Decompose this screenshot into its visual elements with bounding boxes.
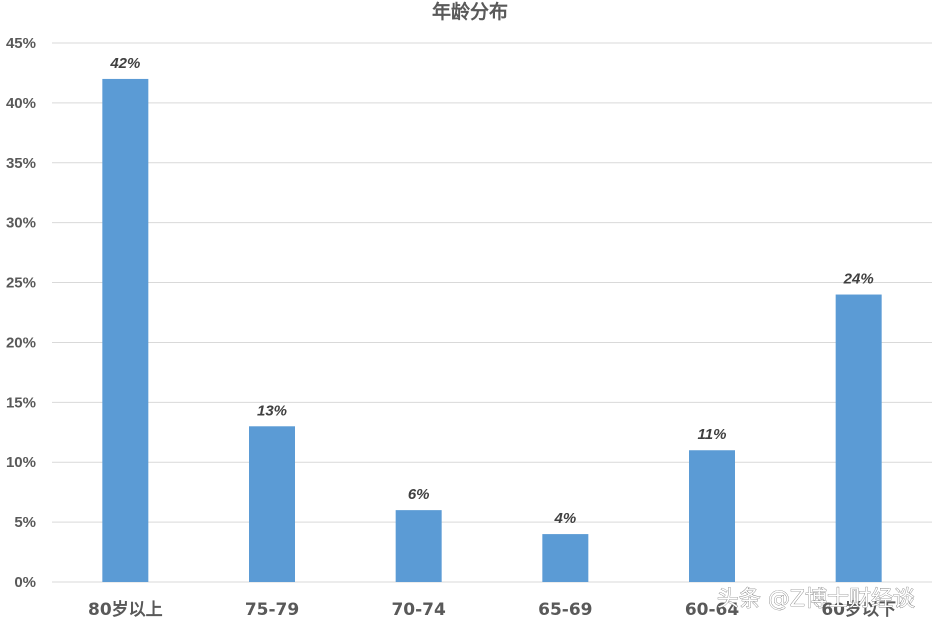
data-label: 4% bbox=[553, 510, 576, 527]
data-label: 11% bbox=[698, 426, 727, 443]
y-tick-label: 15% bbox=[6, 394, 36, 411]
x-tick-label: 80岁以上 bbox=[88, 599, 163, 620]
bars bbox=[102, 78, 882, 582]
y-axis-tick-labels: 0% 5% 10% 15% 20% 25% 30% 35% 40% 45% bbox=[6, 35, 36, 591]
y-tick-label: 30% bbox=[6, 215, 36, 232]
y-tick-label: 35% bbox=[6, 155, 36, 172]
chart-title: 年龄分布 bbox=[432, 0, 508, 23]
data-label: 13% bbox=[257, 402, 287, 419]
y-tick-label: 0% bbox=[14, 574, 36, 591]
bar bbox=[395, 510, 442, 582]
x-tick-label: 60-64 bbox=[685, 600, 740, 620]
bar bbox=[542, 534, 589, 582]
y-tick-label: 45% bbox=[6, 35, 36, 52]
bar bbox=[249, 426, 295, 582]
data-label: 24% bbox=[843, 271, 874, 288]
y-tick-label: 20% bbox=[6, 334, 36, 351]
y-tick-label: 10% bbox=[6, 454, 36, 471]
data-labels: 42% 13% 6% 4% 11% 24% bbox=[109, 55, 873, 527]
watermark-text: 头条 @Z博士财经谈 bbox=[717, 587, 915, 612]
x-tick-label: 65-69 bbox=[538, 600, 592, 620]
x-axis-tick-labels: 80岁以上 75-79 70-74 65-69 60-64 60岁以下 bbox=[88, 599, 896, 620]
y-tick-label: 5% bbox=[14, 514, 36, 531]
bar bbox=[102, 78, 149, 582]
x-tick-label: 75-79 bbox=[245, 600, 299, 620]
x-tick-label: 60岁以下 bbox=[821, 599, 896, 620]
y-tick-label: 40% bbox=[6, 95, 36, 112]
y-tick-label: 25% bbox=[6, 275, 36, 292]
bar bbox=[689, 450, 735, 582]
data-label: 6% bbox=[408, 486, 430, 503]
bar bbox=[835, 294, 882, 582]
x-tick-label: 70-74 bbox=[391, 600, 446, 620]
data-label: 42% bbox=[109, 55, 140, 72]
gridlines bbox=[52, 42, 932, 583]
